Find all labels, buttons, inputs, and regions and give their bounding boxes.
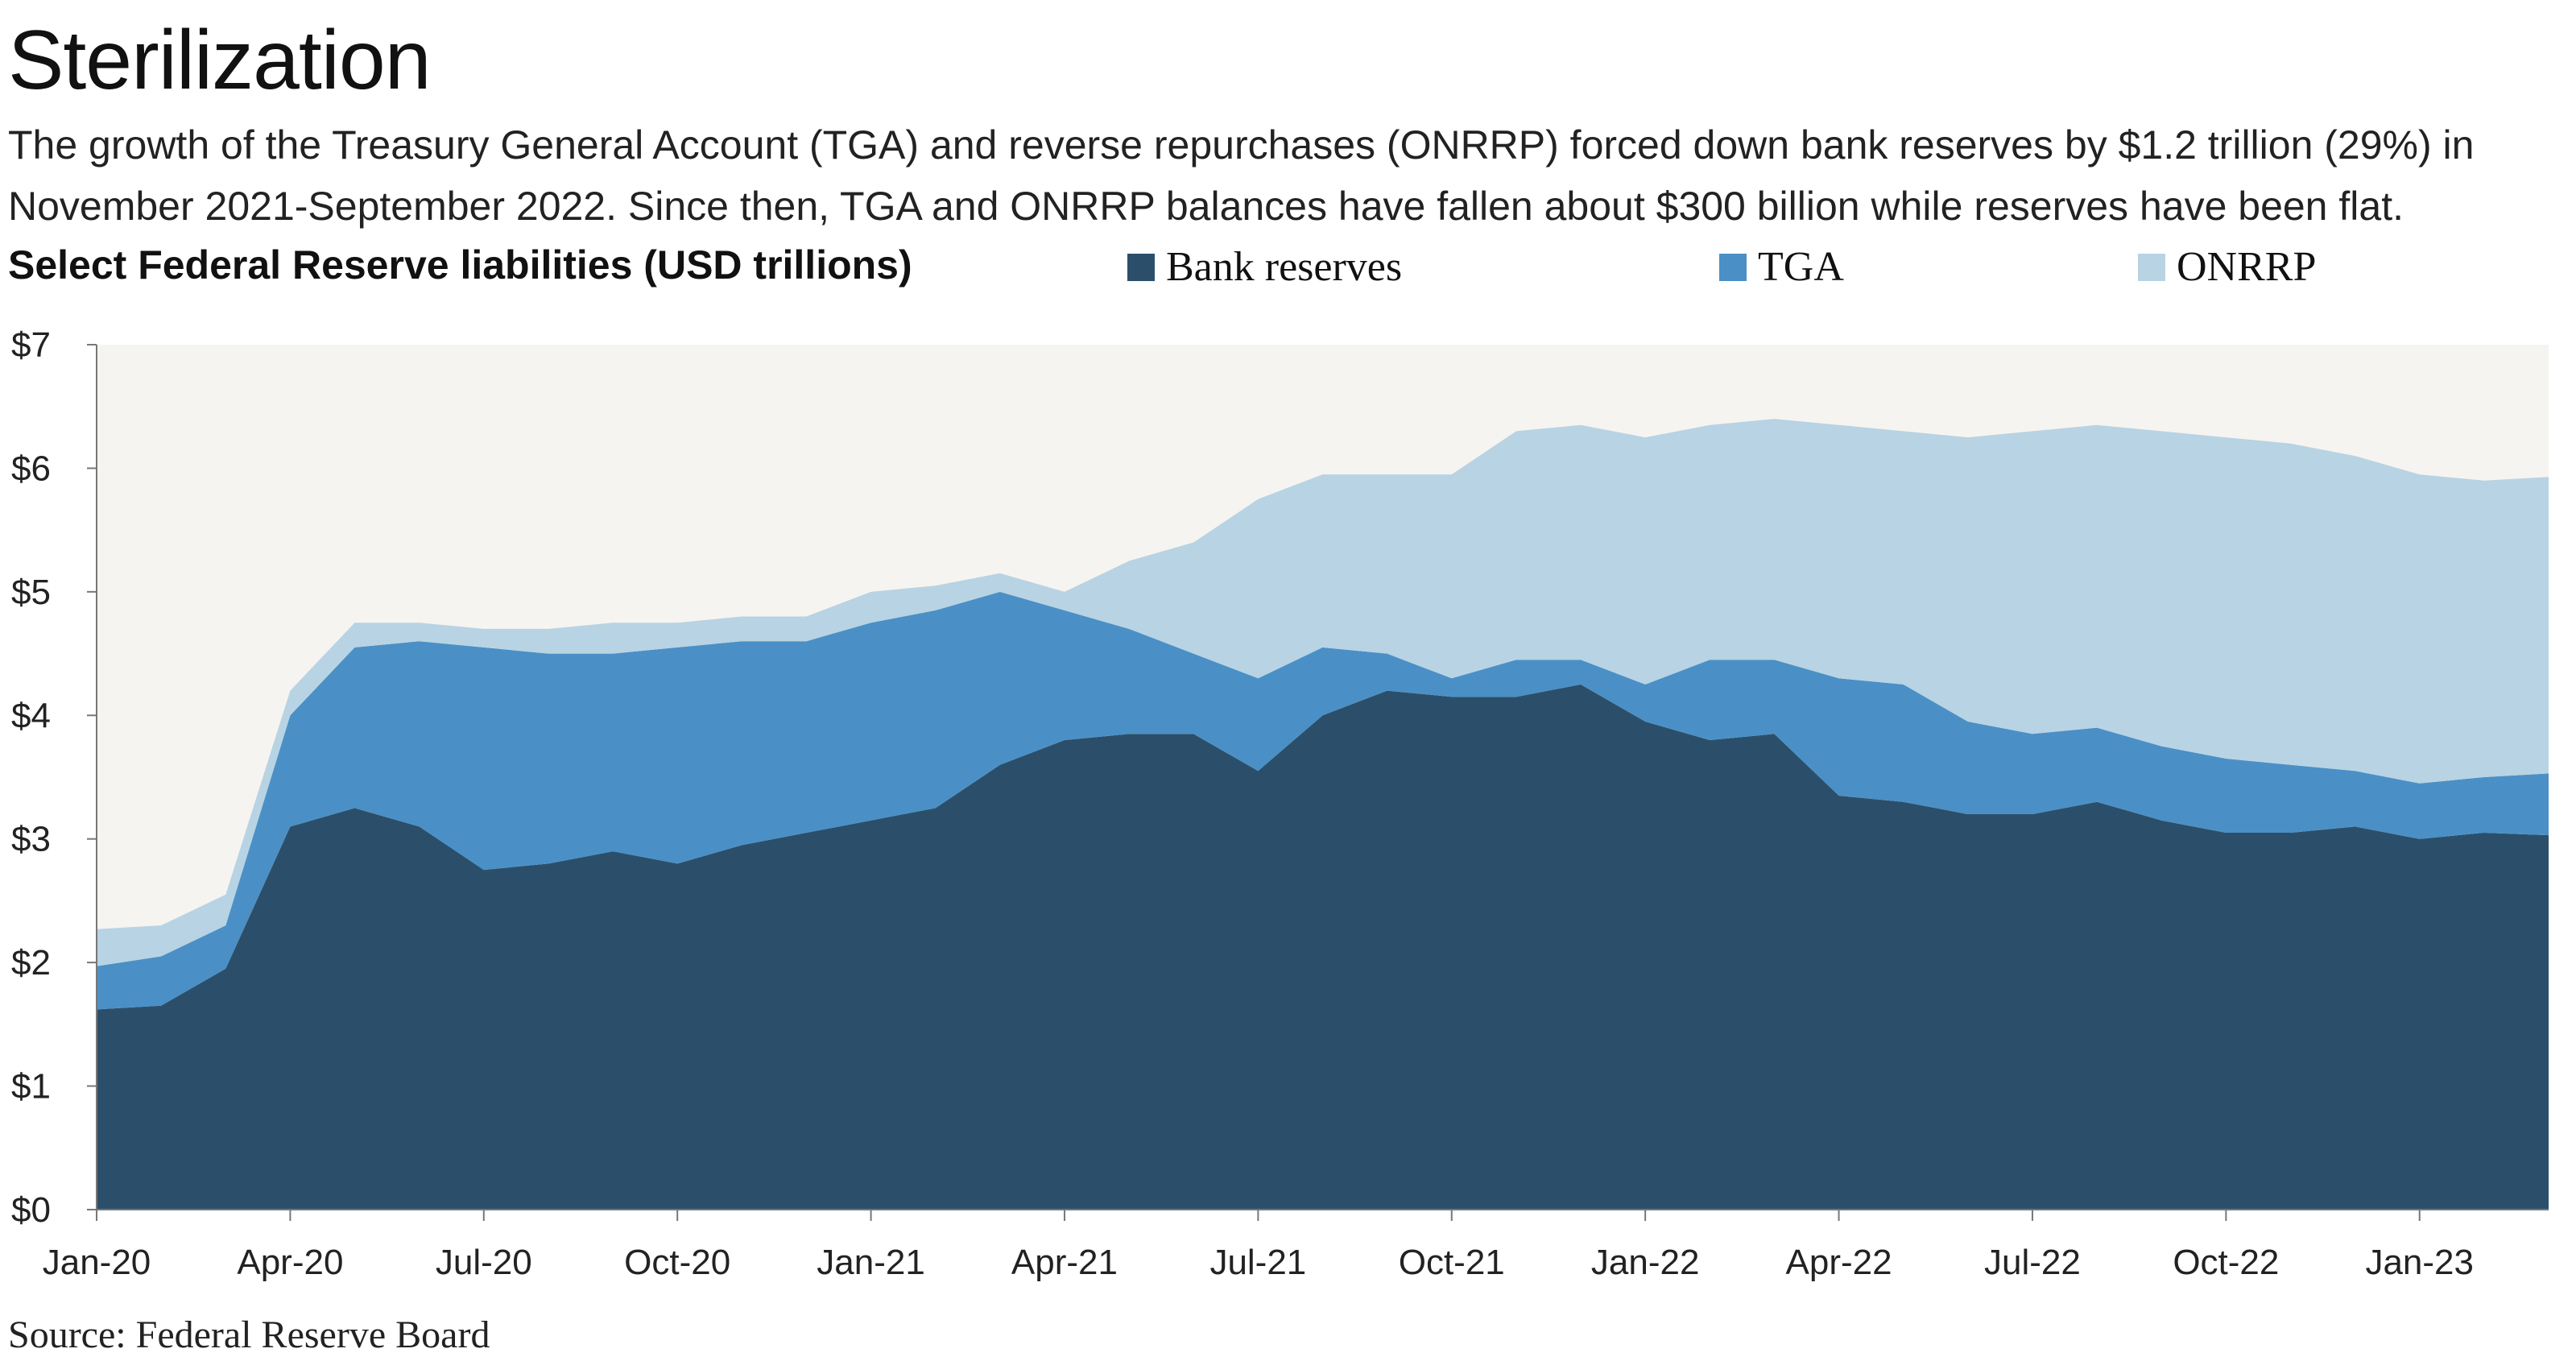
area-onrrp: [97, 419, 2549, 966]
x-axis: Jan-20 Apr-20 Jul-20 Oct-20 Jan-21 Apr-21 Jul-…: [43, 1209, 2549, 1282]
y-tick-label: $1: [11, 1067, 51, 1107]
legend-label-onrrp: ONRRP: [2177, 244, 2317, 290]
legend-swatch-tga: [1719, 253, 1747, 281]
chart-heading: Select Federal Reserve liabilities (USD …: [8, 242, 912, 288]
y-tick-label: $3: [11, 820, 51, 859]
x-tick-label: Oct-21: [1399, 1243, 1505, 1282]
x-tick-label: Jan-21: [817, 1243, 925, 1282]
chart-title: Sterilization: [8, 14, 432, 107]
x-tick-label: Jul-21: [1209, 1243, 1306, 1282]
y-tick-label: $2: [11, 943, 51, 983]
x-tick-label: Jul-20: [436, 1243, 532, 1282]
legend-item-tga: TGA: [1719, 243, 1844, 291]
legend-item-bank-reserves: Bank reserves: [1127, 243, 1402, 291]
legend-label-tga: TGA: [1758, 244, 1844, 290]
legend-swatch-onrrp: [2138, 253, 2165, 281]
x-tick-label: Jan-23: [2365, 1243, 2474, 1282]
y-tick-label: $4: [11, 696, 51, 735]
x-tick-label: Apr-21: [1011, 1243, 1118, 1282]
legend-swatch-bank-reserves: [1127, 253, 1155, 281]
source-note: Source: Federal Reserve Board: [8, 1314, 490, 1356]
area-bank-reserves: [97, 684, 2549, 1210]
area-layer: [97, 419, 2549, 1210]
legend-label-bank-reserves: Bank reserves: [1166, 244, 1403, 290]
y-tick-label: $6: [11, 449, 51, 488]
y-tick-label: $0: [11, 1190, 51, 1230]
chart-subtitle: The growth of the Treasury General Accou…: [8, 122, 2475, 229]
y-axis: $0 $1 $2 $3 $4 $5 $6 $7: [11, 325, 97, 1230]
area-tga: [97, 591, 2549, 1010]
x-tick-label: Oct-22: [2173, 1243, 2279, 1282]
x-tick-label: Apr-22: [1786, 1243, 1892, 1282]
y-tick-label: $7: [11, 325, 51, 365]
x-tick-label: Jul-22: [1984, 1243, 2081, 1282]
y-tick-label: $5: [11, 573, 51, 612]
legend-item-onrrp: ONRRP: [2138, 243, 2316, 291]
x-tick-label: Oct-20: [624, 1243, 730, 1282]
x-tick-label: Jan-20: [43, 1243, 151, 1282]
x-tick-label: Apr-20: [237, 1243, 343, 1282]
x-tick-label: Jan-22: [1591, 1243, 1700, 1282]
